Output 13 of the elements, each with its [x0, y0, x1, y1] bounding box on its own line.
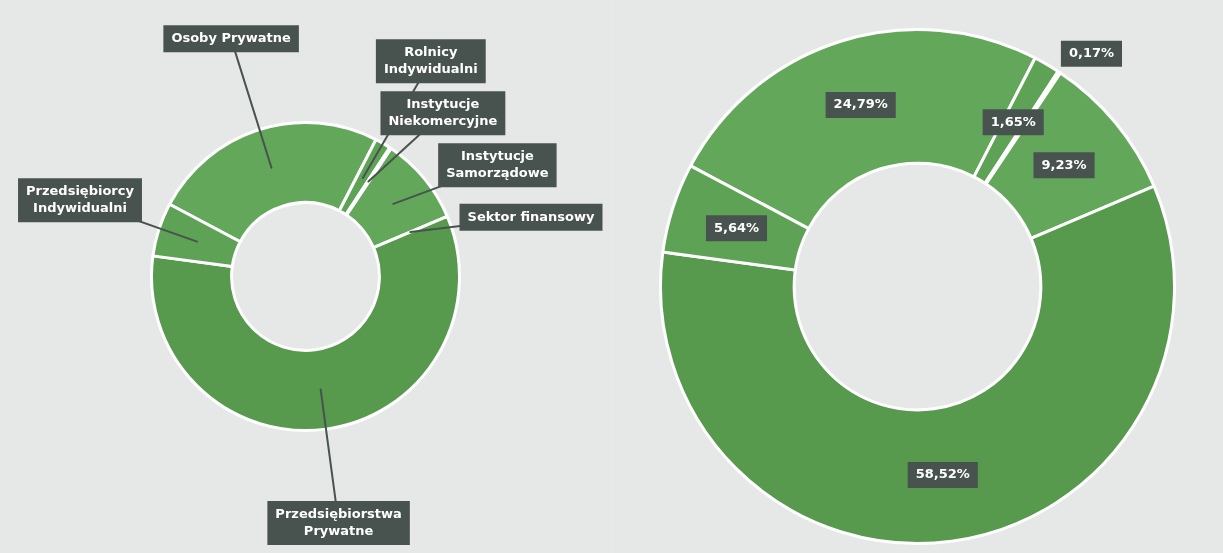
data-label: 5,64%: [713, 219, 760, 235]
data-label: 24,79%: [833, 96, 888, 112]
data-label: 1,65%: [990, 113, 1036, 129]
slice-label: Instytucje Niekomercyjne: [388, 96, 498, 129]
slice-label: Instytucje Samorządowe: [446, 148, 549, 181]
slice-label: Przedsiębiorstwa Prywatne: [275, 505, 402, 538]
data-label: 58,52%: [915, 466, 970, 482]
category-label: Sektor finansowy: [467, 208, 595, 224]
data-label: 9,23%: [1041, 156, 1087, 172]
slice-label: Rolnicy Indywidualni: [383, 44, 478, 77]
slice-label: Przedsiębiorcy Indywidualni: [26, 183, 135, 216]
data-label: 0,17%: [1068, 45, 1114, 61]
slice-label: Osoby Prywatne: [171, 30, 292, 46]
